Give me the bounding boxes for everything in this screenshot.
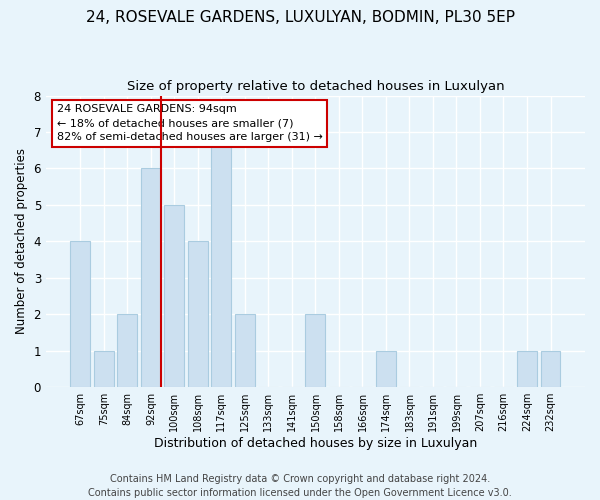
Y-axis label: Number of detached properties: Number of detached properties xyxy=(15,148,28,334)
Bar xyxy=(517,351,537,387)
Title: Size of property relative to detached houses in Luxulyan: Size of property relative to detached ho… xyxy=(127,80,504,93)
Bar xyxy=(376,351,396,387)
Bar xyxy=(164,205,184,387)
Bar xyxy=(305,314,325,387)
X-axis label: Distribution of detached houses by size in Luxulyan: Distribution of detached houses by size … xyxy=(154,437,477,450)
Bar xyxy=(541,351,560,387)
Bar xyxy=(235,314,255,387)
Bar xyxy=(188,242,208,387)
Bar xyxy=(94,351,114,387)
Bar xyxy=(118,314,137,387)
Bar xyxy=(70,242,91,387)
Text: Contains HM Land Registry data © Crown copyright and database right 2024.
Contai: Contains HM Land Registry data © Crown c… xyxy=(88,474,512,498)
Text: 24 ROSEVALE GARDENS: 94sqm
← 18% of detached houses are smaller (7)
82% of semi-: 24 ROSEVALE GARDENS: 94sqm ← 18% of deta… xyxy=(56,104,323,142)
Bar xyxy=(141,168,161,387)
Text: 24, ROSEVALE GARDENS, LUXULYAN, BODMIN, PL30 5EP: 24, ROSEVALE GARDENS, LUXULYAN, BODMIN, … xyxy=(86,10,515,25)
Bar xyxy=(211,132,232,387)
